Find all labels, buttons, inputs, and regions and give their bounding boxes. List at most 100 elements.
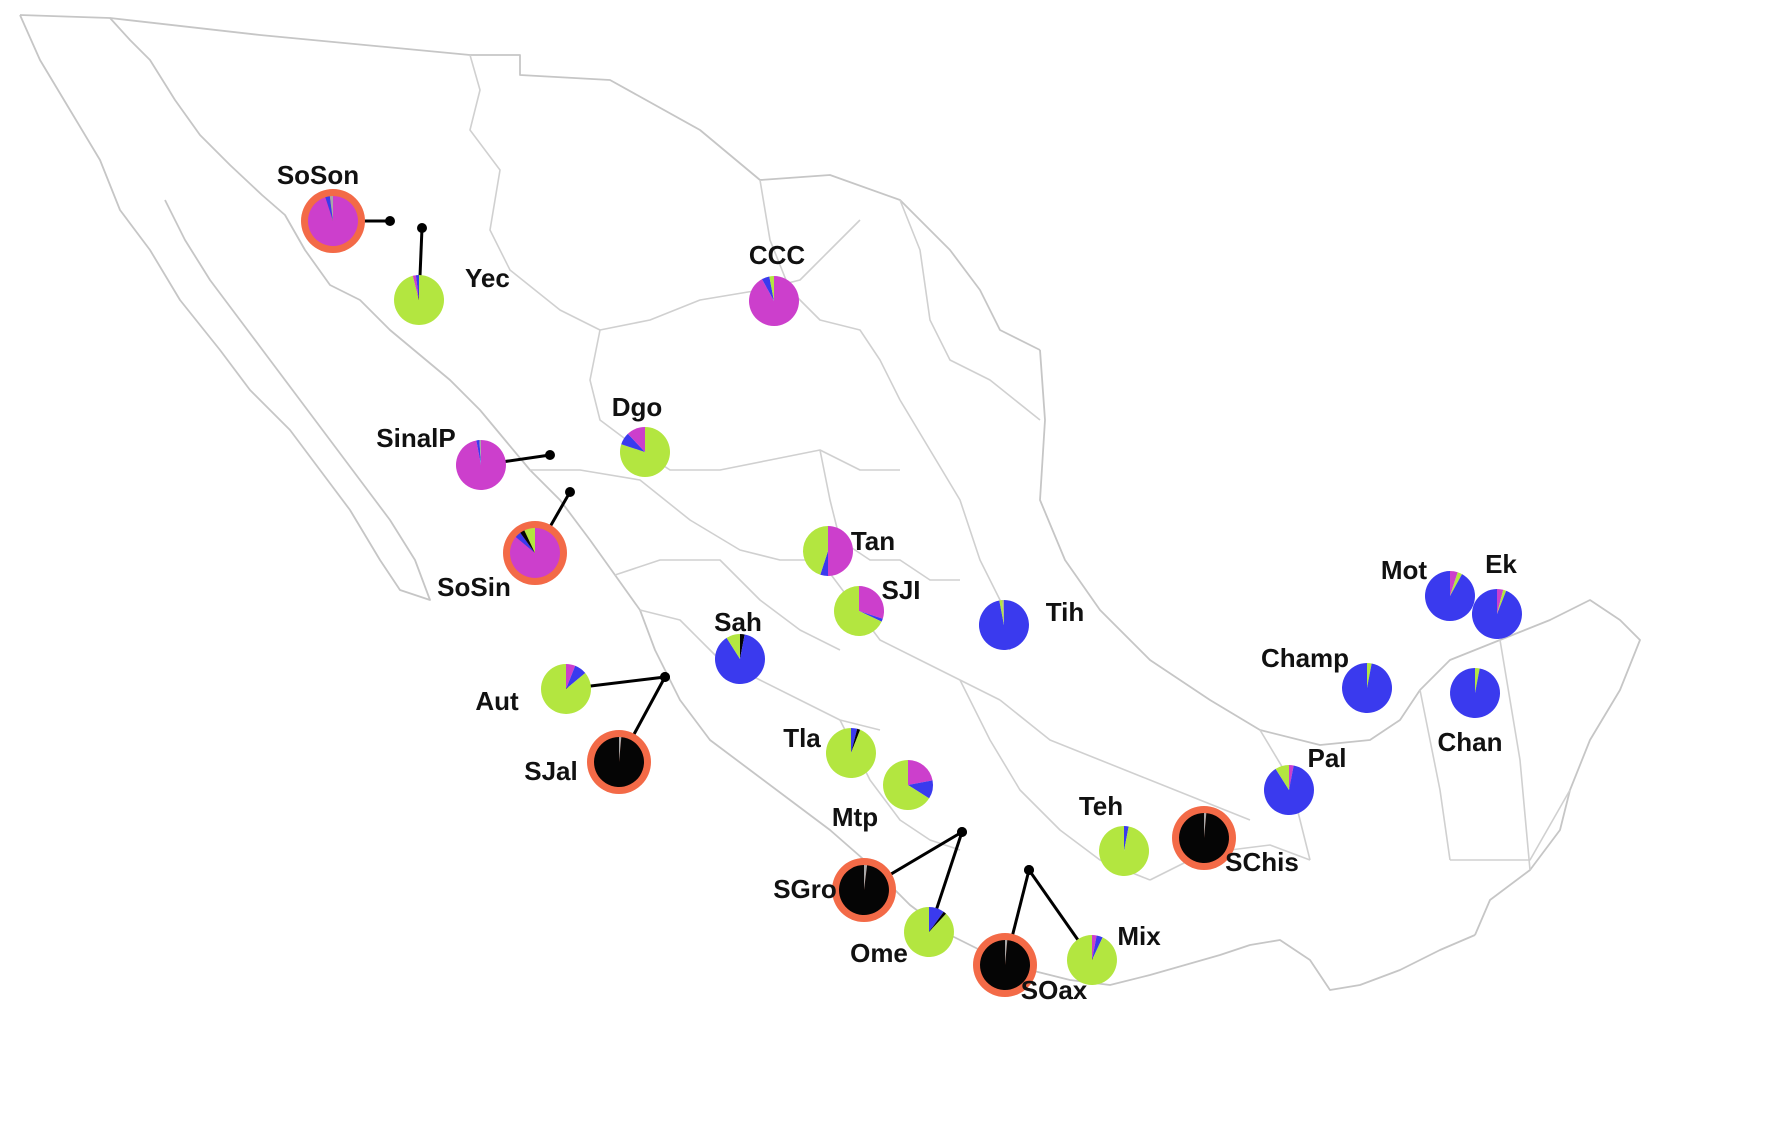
pie-schis	[1172, 806, 1236, 870]
pie-slice-green	[769, 276, 774, 301]
site-label-dgo: Dgo	[612, 392, 663, 422]
pie-slice-blue	[859, 611, 883, 622]
pie-teh	[1099, 826, 1150, 876]
pie-slice-black	[980, 940, 1031, 990]
site-label-pal: Pal	[1307, 743, 1346, 773]
pie-slice-green	[999, 600, 1004, 625]
site-label-soson: SoSon	[277, 160, 359, 190]
site-label-aut: Aut	[475, 686, 519, 716]
pie-slice-green	[825, 728, 876, 778]
pie-slice-grey	[864, 865, 868, 890]
sample-location-marker	[545, 450, 555, 460]
pie-slice-magenta	[1497, 589, 1504, 614]
pie-slice-grey	[479, 440, 481, 465]
site-label-sgro: SGro	[773, 874, 837, 904]
site-label-tan: Tan	[851, 526, 895, 556]
pie-slice-blue	[761, 276, 774, 301]
pie-sgro	[832, 858, 896, 922]
pie-slice-blue	[1450, 668, 1501, 718]
pie-slice-blue	[714, 634, 765, 684]
pie-slice-grey	[1204, 813, 1207, 838]
pie-sjal	[587, 730, 651, 794]
site-label-sji: SJI	[881, 575, 920, 605]
site-label-sjal: SJal	[524, 756, 578, 786]
pie-slice-magenta	[509, 528, 560, 578]
site-label-tih: Tih	[1046, 597, 1085, 627]
pie-slice-black	[520, 530, 535, 553]
pie-slice-magenta	[1289, 765, 1294, 790]
pie-chan	[1450, 668, 1501, 718]
pie-slice-green	[726, 634, 740, 659]
pie-slice-magenta	[1450, 571, 1458, 596]
pie-slice-magenta	[908, 760, 933, 785]
pie-slice-magenta	[307, 196, 358, 246]
pie-champ	[1342, 663, 1393, 713]
pie-slice-magenta	[828, 526, 853, 576]
site-label-champ: Champ	[1261, 643, 1349, 673]
pie-slice-green	[524, 528, 535, 553]
pie-slice-green	[1367, 663, 1372, 688]
pie-slice-green	[1066, 935, 1117, 985]
pie-slice-blue	[929, 907, 944, 932]
pie-slice-blue	[978, 600, 1029, 650]
pie-sosin	[503, 521, 567, 585]
pie-slice-magenta	[455, 440, 506, 490]
pie-yec	[394, 274, 445, 325]
pie-slice-green	[541, 664, 592, 714]
pie-soax	[973, 933, 1037, 997]
pie-mot	[1425, 571, 1476, 621]
pie-slice-blue	[851, 728, 858, 753]
pie-slice-blue	[820, 551, 828, 576]
coastline-pacific	[19, 14, 1476, 991]
pie-sji	[833, 585, 885, 636]
pie-slice-green	[1475, 668, 1480, 693]
pie-slice-blue	[1425, 571, 1476, 621]
pie-slice-green	[833, 585, 882, 636]
pie-tla	[825, 728, 876, 778]
pie-dgo	[619, 427, 670, 478]
pie-tih	[978, 600, 1029, 650]
site-label-chan: Chan	[1438, 727, 1503, 757]
us-border	[109, 17, 1041, 351]
pie-slice-grey	[1002, 600, 1004, 625]
pie-mtp	[883, 760, 934, 810]
site-label-ome: Ome	[850, 938, 908, 968]
pie-sinalp	[455, 440, 506, 490]
site-labels: SoSon Yec CCC SinalP Dgo SoSin Tan SJI Sah Tih Aut…	[277, 160, 1518, 1005]
pie-slice-green	[394, 274, 445, 325]
sample-location-marker	[565, 487, 575, 497]
site-label-schis: SChis	[1225, 847, 1299, 877]
pie-slice-green	[1099, 826, 1150, 876]
pie-slice-green	[903, 906, 954, 957]
pie-slice-magenta	[859, 585, 885, 619]
pie-slice-blue	[476, 440, 481, 465]
pie-aut	[541, 664, 592, 714]
pie-slice-blue	[1342, 663, 1393, 713]
site-label-tla: Tla	[783, 723, 821, 753]
pie-slice-blue	[908, 780, 934, 799]
sample-location-marker	[957, 827, 967, 837]
pie-slice-blue	[621, 433, 645, 452]
pie-tan	[802, 526, 853, 576]
sample-location-marker	[660, 672, 670, 682]
sample-location-marker	[1024, 865, 1034, 875]
sample-location-marker	[385, 216, 395, 226]
pie-slice-black	[740, 634, 745, 659]
pie-slice-blue	[1124, 826, 1129, 851]
pie-slice-green	[802, 526, 828, 575]
pie-slice-green	[619, 427, 670, 478]
pie-slice-blue	[1263, 765, 1314, 815]
pie-slice-black	[1179, 813, 1230, 864]
pie-slice-blue	[415, 275, 419, 300]
site-label-soax: SOax	[1021, 975, 1088, 1005]
pie-slice-blue	[1471, 588, 1522, 639]
pie-slice-grey	[619, 737, 622, 762]
pie-slice-magenta	[412, 275, 419, 300]
site-label-ek: Ek	[1485, 549, 1517, 579]
pie-slice-black	[594, 737, 645, 788]
pie-slice-grey	[1005, 940, 1008, 965]
site-label-mix: Mix	[1117, 921, 1161, 951]
pie-slice-blue	[1092, 935, 1103, 960]
pie-slice-black	[838, 865, 889, 915]
